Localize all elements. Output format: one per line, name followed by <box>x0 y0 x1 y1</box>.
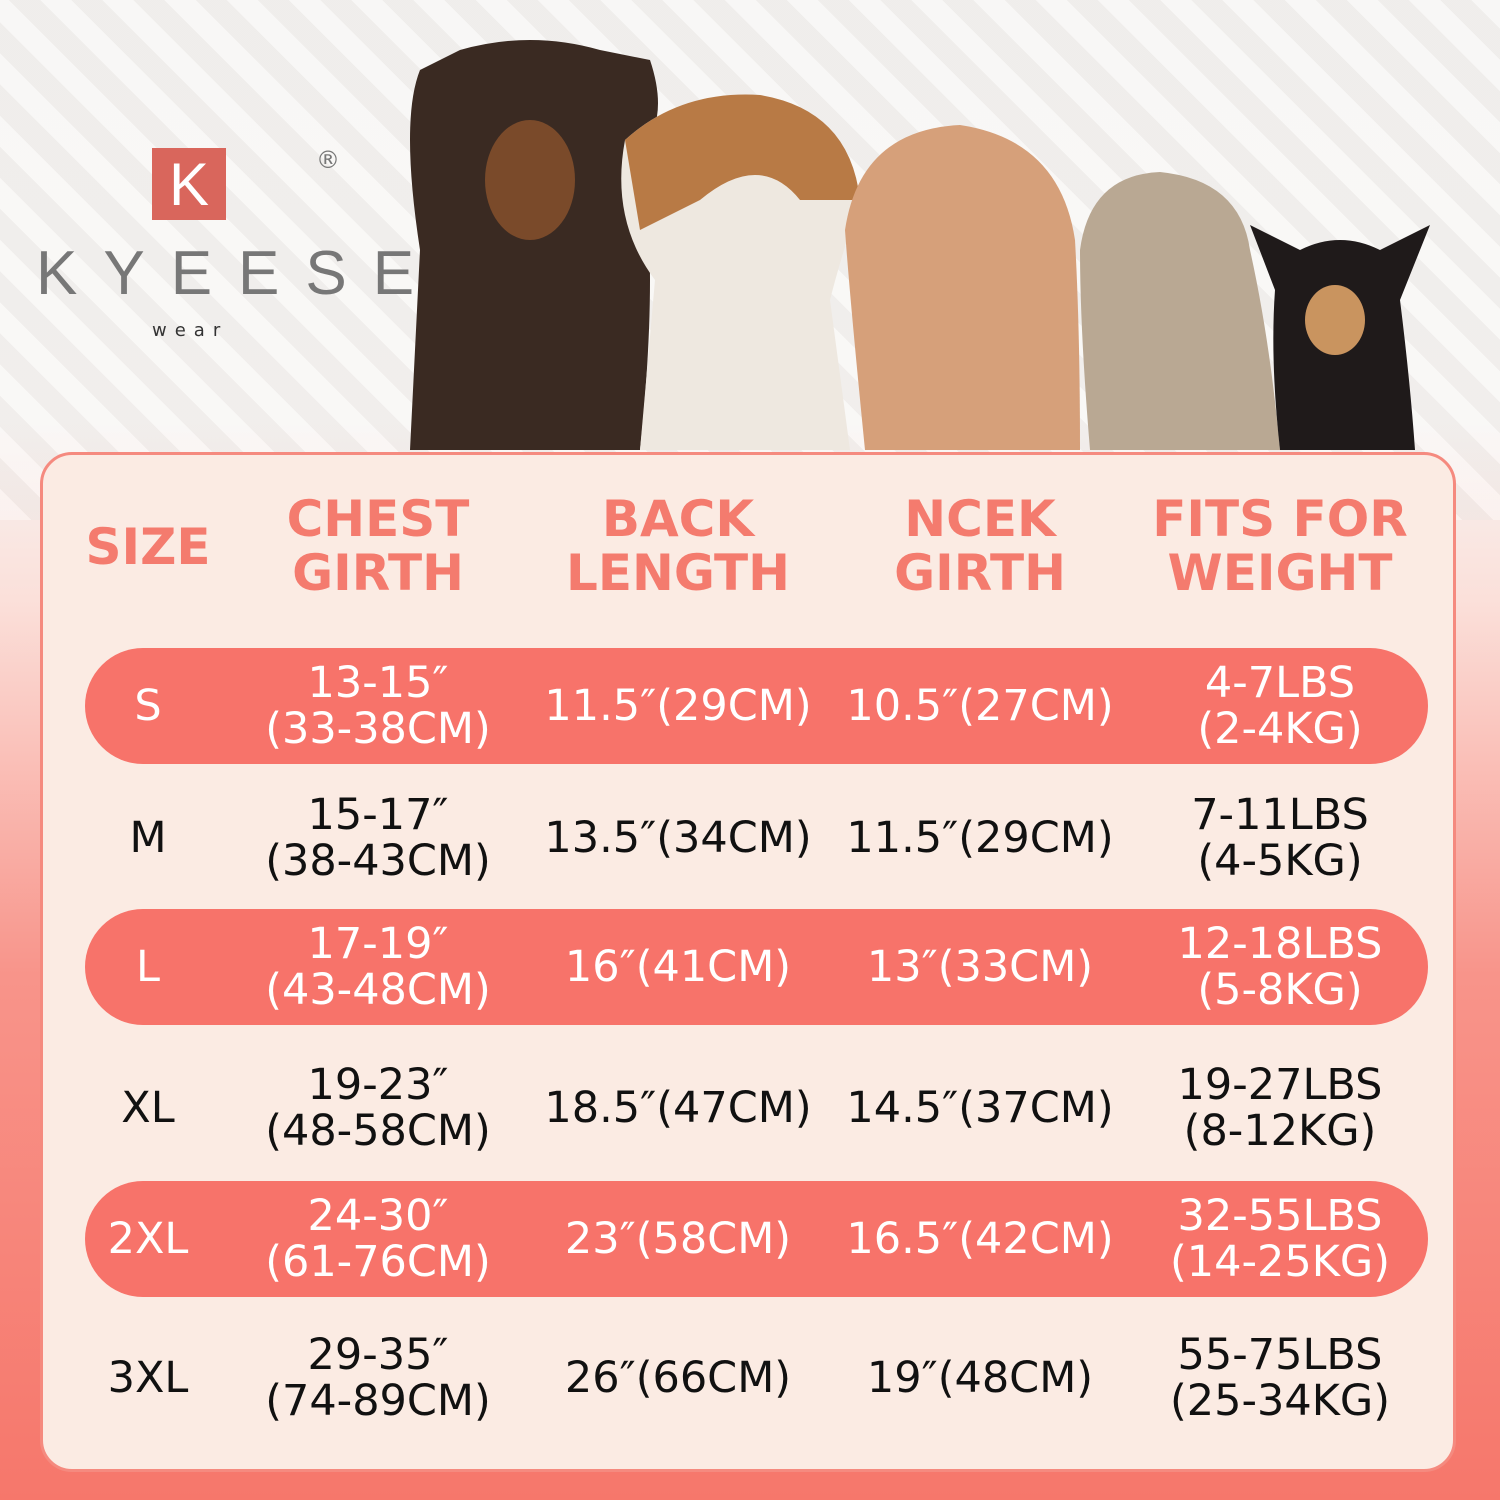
poodle-image <box>845 125 1080 450</box>
cell-back-length: 26″(66CM) <box>564 1353 792 1403</box>
cell-line: (5-8KG) <box>1197 965 1363 1015</box>
cell-neck-girth: 10.5″(27CM) <box>846 681 1114 731</box>
header-line: SIZE <box>85 518 211 576</box>
cell-weight: 12-18LBS (5-8KG) <box>1178 921 1383 1013</box>
cell-line: 12-18LBS <box>1177 919 1383 969</box>
cell-line: (74-89CM) <box>265 1376 491 1426</box>
cell-line: 15-17″ <box>307 790 449 840</box>
cell-weight: 55-75LBS (25-34KG) <box>1170 1332 1390 1424</box>
cell-line: 32-55LBS <box>1177 1191 1383 1241</box>
cell-size: S <box>134 681 162 731</box>
cell-back-length: 23″(58CM) <box>564 1214 792 1264</box>
cell-size: 3XL <box>107 1353 189 1403</box>
cell-chest-girth: 15-17″ (38-43CM) <box>265 792 491 884</box>
cell-chest-girth: 13-15″ (33-38CM) <box>265 660 491 752</box>
chihuahua-image <box>1250 225 1430 450</box>
cell-line: (2-4KG) <box>1197 704 1363 754</box>
cell-line: 19-23″ <box>307 1060 449 1110</box>
header-weight: FITS FOR WEIGHT <box>1152 492 1407 600</box>
header-line: WEIGHT <box>1167 544 1393 602</box>
cell-line: (48-58CM) <box>265 1106 491 1156</box>
cell-size: L <box>136 942 160 992</box>
header-line: CHEST <box>286 490 470 548</box>
logo-mark: K <box>152 148 226 220</box>
header-line: GIRTH <box>292 544 464 602</box>
header-back-length: BACK LENGTH <box>566 492 790 600</box>
cell-back-length: 18.5″(47CM) <box>544 1083 812 1133</box>
cell-line: 4-7LBS <box>1204 658 1356 708</box>
header-line: FITS FOR <box>1152 490 1408 548</box>
cell-line: (8-12KG) <box>1183 1106 1377 1156</box>
cell-neck-girth: 11.5″(29CM) <box>846 813 1114 863</box>
cell-line: 17-19″ <box>307 919 449 969</box>
cell-neck-girth: 19″(48CM) <box>866 1353 1094 1403</box>
cell-line: 29-35″ <box>307 1330 449 1380</box>
brand-logo: K ® KYEESE wear <box>30 140 414 350</box>
cell-back-length: 16″(41CM) <box>564 942 792 992</box>
brand-sub: wear <box>152 320 229 341</box>
cell-line: (25-34KG) <box>1169 1376 1391 1426</box>
doberman-image <box>410 40 658 450</box>
cell-size: 2XL <box>107 1214 189 1264</box>
cell-line: (14-25KG) <box>1169 1237 1391 1287</box>
cell-back-length: 13.5″(34CM) <box>544 813 812 863</box>
cell-line: (43-48CM) <box>265 965 491 1015</box>
cell-line: (33-38CM) <box>265 704 491 754</box>
header-line: LENGTH <box>566 544 790 602</box>
cell-chest-girth: 17-19″ (43-48CM) <box>265 921 491 1013</box>
cell-weight: 19-27LBS (8-12KG) <box>1178 1062 1383 1154</box>
cell-size: M <box>129 813 167 863</box>
cell-chest-girth: 19-23″ (48-58CM) <box>265 1062 491 1154</box>
cell-line: 19-27LBS <box>1177 1060 1383 1110</box>
terrier-image <box>1080 172 1280 450</box>
cell-line: 24-30″ <box>307 1191 449 1241</box>
cell-weight: 7-11LBS (4-5KG) <box>1191 792 1369 884</box>
header-line: BACK <box>601 490 755 548</box>
cell-line: 55-75LBS <box>1177 1330 1383 1380</box>
cell-neck-girth: 16.5″(42CM) <box>846 1214 1114 1264</box>
cell-neck-girth: 14.5″(37CM) <box>846 1083 1114 1133</box>
cell-chest-girth: 24-30″ (61-76CM) <box>265 1193 491 1285</box>
header-line: GIRTH <box>894 544 1066 602</box>
cell-line: 7-11LBS <box>1191 790 1369 840</box>
cell-weight: 4-7LBS (2-4KG) <box>1197 660 1362 752</box>
row-highlight <box>85 1181 1428 1297</box>
header-chest-girth: CHEST GIRTH <box>287 492 470 600</box>
header-neck-girth: NCEK GIRTH <box>894 492 1066 600</box>
cell-line: (4-5KG) <box>1197 836 1363 886</box>
registered-mark: ® <box>316 146 340 174</box>
brand-name: KYEESE <box>36 239 441 308</box>
row-highlight <box>85 648 1428 764</box>
row-highlight <box>85 909 1428 1025</box>
cell-neck-girth: 13″(33CM) <box>866 942 1094 992</box>
cell-line: 13-15″ <box>307 658 449 708</box>
beagle-image <box>621 94 860 450</box>
cell-line: (61-76CM) <box>265 1237 491 1287</box>
header-line: NCEK <box>904 490 1056 548</box>
cell-line: (38-43CM) <box>265 836 491 886</box>
dogs-photo <box>410 40 1430 450</box>
cell-chest-girth: 29-35″ (74-89CM) <box>265 1332 491 1424</box>
cell-weight: 32-55LBS (14-25KG) <box>1170 1193 1390 1285</box>
cell-size: XL <box>121 1083 175 1133</box>
header-size: SIZE <box>85 520 210 574</box>
cell-back-length: 11.5″(29CM) <box>544 681 812 731</box>
